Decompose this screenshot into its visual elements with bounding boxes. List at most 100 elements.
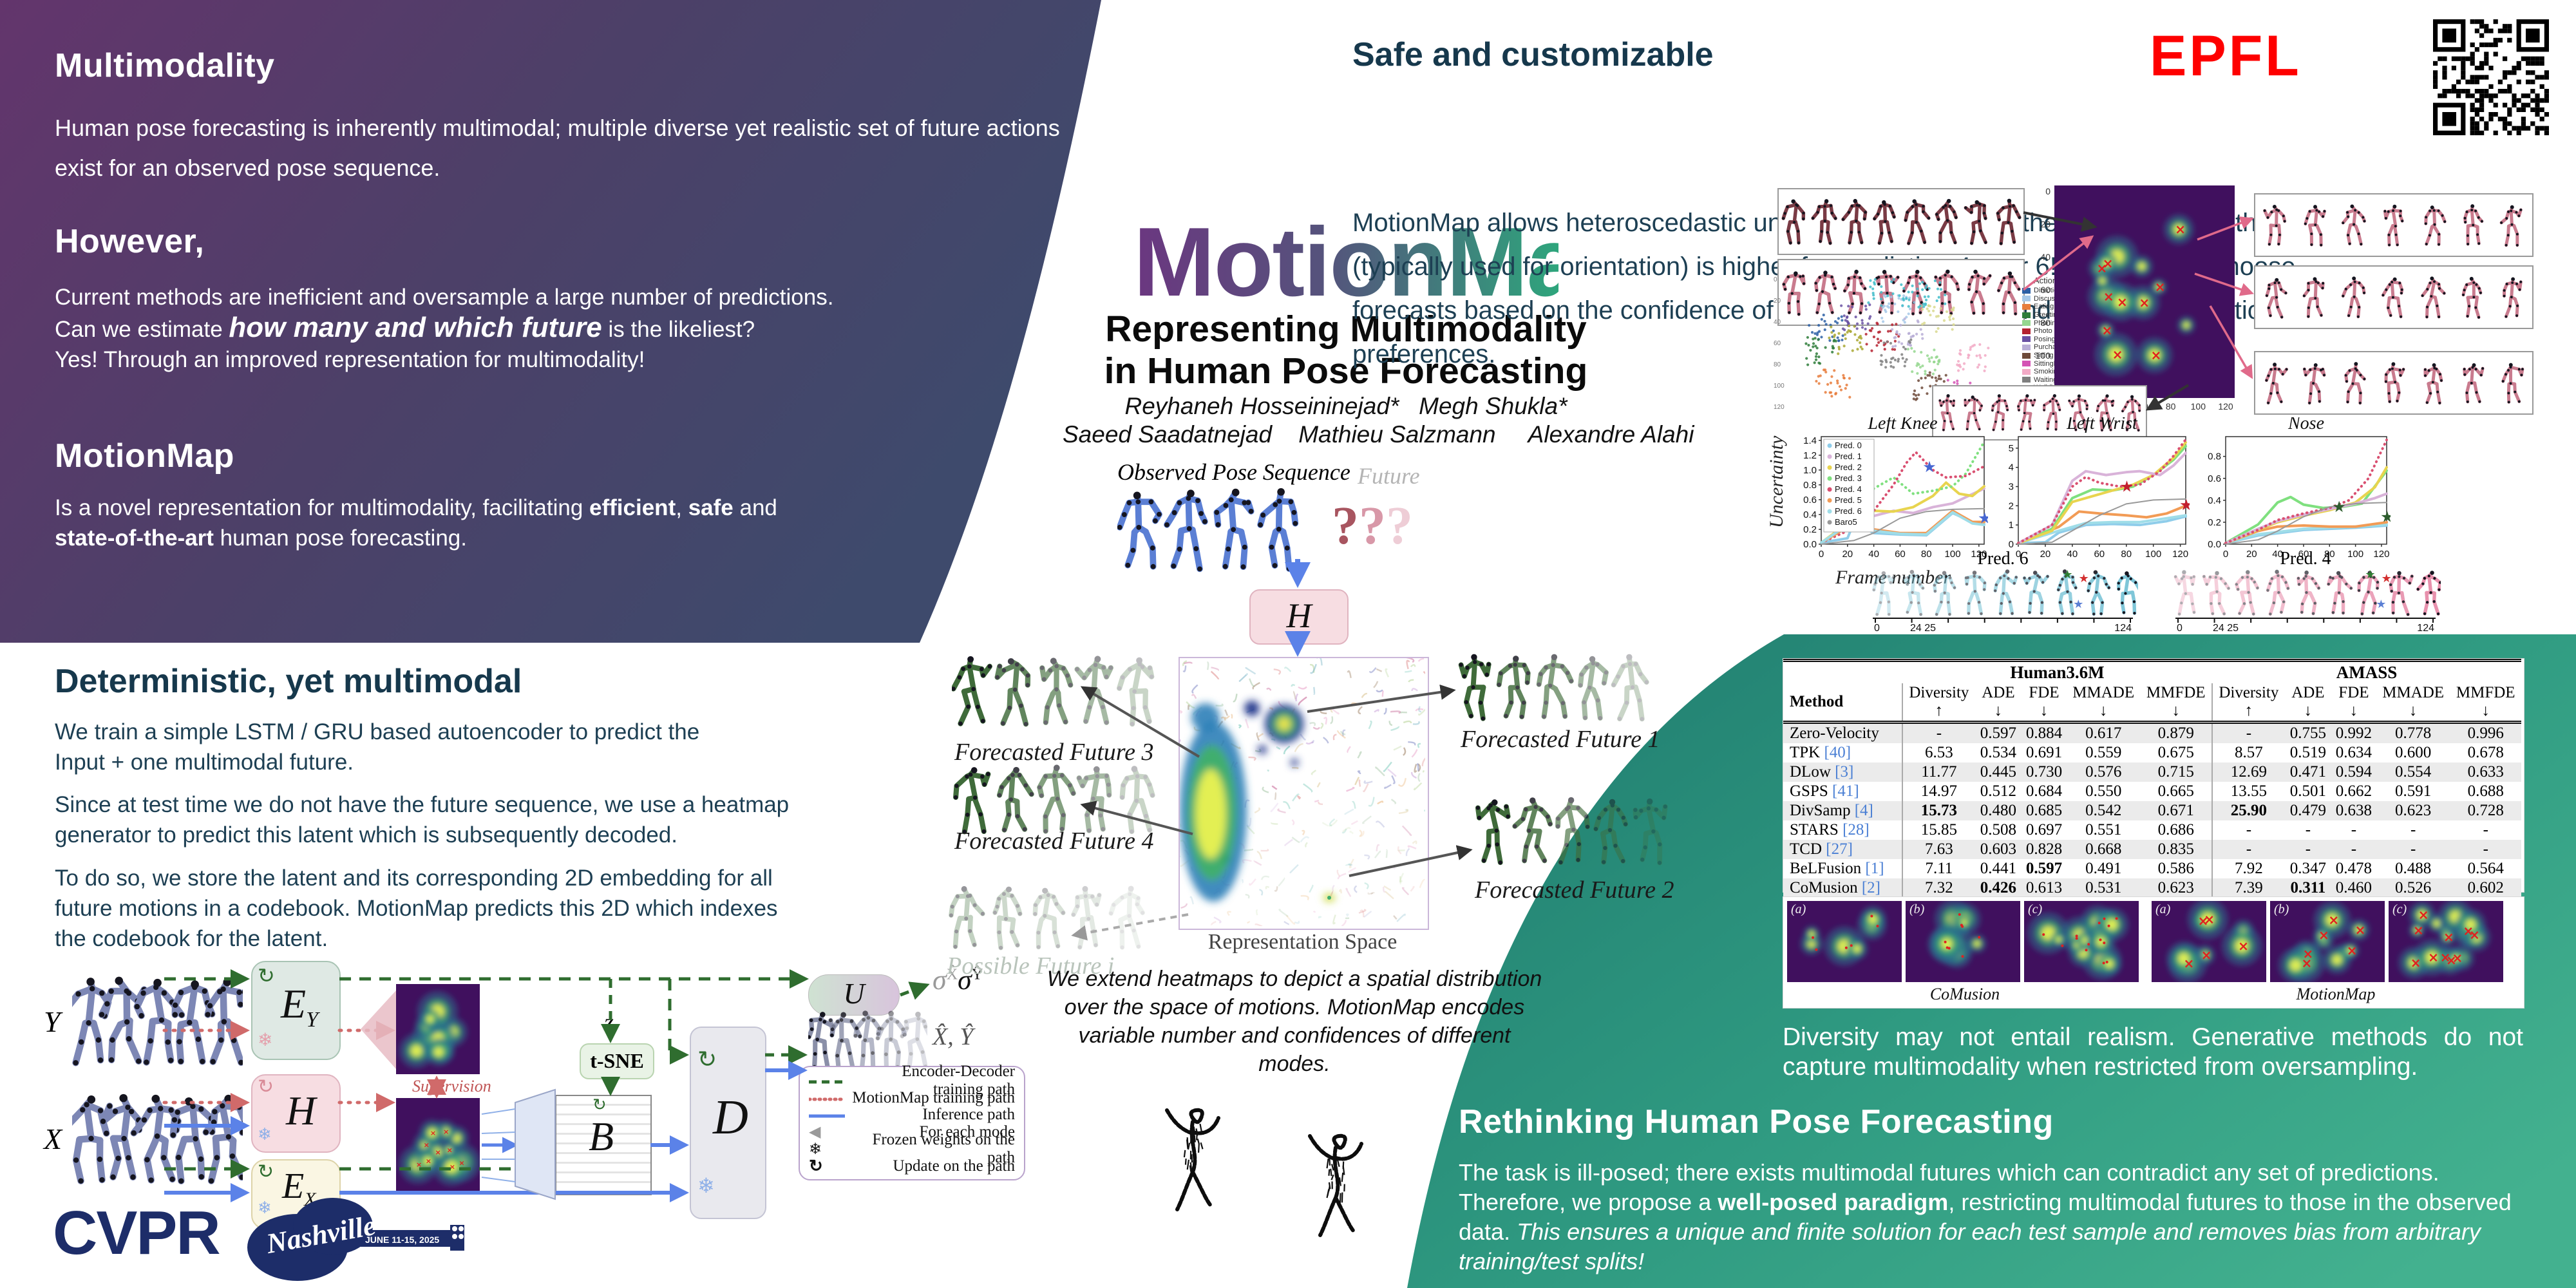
svg-text:★: ★	[2079, 572, 2089, 585]
table-row: TPK [40] 6.53 0.534 0.691 0.559 0.675 8.57 0.51…	[1783, 743, 2521, 762]
svg-text:20: 20	[1774, 298, 1781, 305]
tsne-box: t-SNE	[580, 1043, 654, 1079]
metric-value-cell: -	[2284, 840, 2331, 859]
table-metric-header: MMFDE ↓	[2146, 684, 2206, 719]
metric-value-cell: 0.441	[1980, 860, 2017, 877]
svg-text:60: 60	[2094, 549, 2105, 560]
sketch-dancer-1	[1165, 1108, 1220, 1211]
citation-ref: [4]	[1850, 802, 1873, 819]
epfl-logo: EPFL	[2150, 24, 2302, 88]
u-symbol: U	[843, 977, 865, 1010]
svg-text:×: ×	[2201, 947, 2212, 963]
table-metric-header: MMFDE ↓	[2456, 684, 2515, 719]
metric-value-cell: 0.778	[2376, 722, 2450, 743]
codebook-box: ↻ B	[555, 1095, 652, 1195]
svg-text:×: ×	[2103, 289, 2114, 305]
svg-text:1: 1	[2009, 520, 2014, 531]
metric-value-cell: 0.445	[1975, 762, 2022, 782]
forecast-4-strip	[952, 763, 1158, 835]
metric-value-cell: 0.623	[2376, 801, 2450, 820]
deterministic-p1: We train a simple LSTM / GRU based autoe…	[55, 719, 700, 775]
table-metric-header: Diversity ↑	[1902, 683, 1975, 723]
svg-text:80: 80	[2040, 317, 2050, 328]
table-metric-header: ADE ↓	[1982, 684, 2015, 719]
forecast-1-strip	[1457, 652, 1650, 723]
metric-value-cell: 0.311	[2284, 878, 2331, 900]
svg-text:×: ×	[2355, 922, 2366, 938]
diagram-legend: Encoder-Decoder training path MotionMap t…	[799, 1063, 1025, 1180]
svg-text:120: 120	[1971, 549, 1987, 560]
motionmap-caption: MotionMap	[2296, 985, 2376, 1003]
method-cell: Zero-Velocity	[1783, 722, 1902, 743]
svg-text:×: ×	[2184, 956, 2195, 971]
uncertainty-box: U	[808, 974, 900, 1016]
metric-value-cell: 15.73	[1902, 801, 1975, 820]
representation-space-content	[1171, 656, 1430, 927]
tsne-legend-item: Phoning	[2022, 319, 2145, 327]
legend-item: ◀ For each mode	[809, 1123, 1015, 1141]
svg-text:×: ×	[2469, 927, 2480, 943]
svg-text:×: ×	[2347, 943, 2358, 958]
svg-text:0: 0	[1774, 276, 1777, 283]
table-metric-header: ADE ↓	[2291, 684, 2325, 719]
plot-left-wrist: Left Wrist 0 1 2 3 4 5 0 20 40 60 80 100 120 ★ ★	[2009, 417, 2190, 560]
svg-text:120: 120	[2218, 401, 2233, 412]
legend-symbol-snow: ❄	[809, 1141, 822, 1158]
action-color-chip	[2022, 344, 2031, 350]
update-icon: ↻	[697, 1046, 717, 1072]
legend-symbol-dot-red	[807, 1089, 850, 1107]
action-color-chip	[2022, 328, 2031, 334]
svg-text:×: ×	[2102, 323, 2113, 338]
metric-value-cell: 0.508	[1980, 821, 2017, 838]
svg-text:×: ×	[2155, 279, 2166, 295]
svg-text:Pred. 2: Pred. 2	[1835, 462, 1862, 472]
svg-text:80: 80	[1921, 549, 1932, 560]
metric-value-cell: 12.69	[2211, 762, 2285, 782]
results-table-card: Human3.6M AMASS Method Diversity ↑ ADE ↓ FDE …	[1783, 658, 2524, 931]
metric-value-cell: 7.32	[1902, 878, 1975, 900]
forecast-3-strip	[951, 654, 1158, 728]
table-row: DivSamp [4] 15.73 0.480 0.685 0.542 0.671 25.9…	[1783, 801, 2521, 820]
svg-text:20: 20	[2246, 549, 2257, 560]
metric-value-cell: 0.697	[2025, 821, 2063, 838]
svg-text:×: ×	[435, 1148, 441, 1157]
metric-value-cell: 0.531	[2066, 878, 2141, 900]
metric-value-cell: 8.57	[2211, 743, 2285, 762]
legend-item: ↻ Update on the path	[809, 1157, 1015, 1175]
metric-value-cell: 0.460	[2331, 878, 2376, 900]
pred4-strip: 0 24 25 124 ★ ★ ★	[2174, 568, 2441, 632]
svg-text:Pred. 5: Pred. 5	[1835, 495, 1862, 505]
tsne-legend-item: Eating	[2022, 303, 2145, 311]
pose-sequence-y	[62, 971, 248, 1071]
section-heading-multimodality: Multimodality	[55, 47, 275, 84]
svg-text:60: 60	[2040, 285, 2050, 295]
h-symbol: H	[1286, 596, 1312, 635]
motionmap-heatmap-large: ××××××××××002020404060608080100100120120	[2036, 185, 2235, 412]
metric-value-cell: -	[2211, 820, 2285, 840]
metric-value-cell: 0.564	[2467, 860, 2504, 877]
svg-text:★: ★	[2365, 568, 2375, 582]
heatmap-generator-box: ↻ ❄ H	[251, 1074, 341, 1153]
cvpr-logo: CVPR Nashville JUNE 11-15, 2025	[53, 1193, 464, 1283]
section-heading-safe: Safe and customizable	[1352, 36, 1714, 73]
svg-text:80: 80	[2121, 549, 2132, 560]
heatmap-panel: × × × × × (a)	[2152, 898, 2266, 983]
heatmap-panel: (a)	[1787, 901, 1902, 982]
svg-text:×: ×	[424, 1141, 430, 1150]
svg-text:24 25: 24 25	[2213, 623, 2239, 632]
citation-ref: [40]	[1820, 744, 1852, 761]
metric-value-cell: 0.594	[2331, 762, 2376, 782]
metric-value-cell: 0.992	[2331, 722, 2376, 743]
svg-text:1.2: 1.2	[1803, 450, 1817, 461]
svg-text:40: 40	[1868, 549, 1879, 560]
svg-text:Baro5: Baro5	[1835, 517, 1857, 527]
metric-value-cell: 0.828	[2022, 840, 2067, 859]
update-icon: ↻	[258, 1076, 274, 1097]
table-group-header: Human3.6M	[2010, 663, 2105, 682]
svg-text:×: ×	[2301, 955, 2312, 971]
svg-text:×: ×	[2204, 911, 2215, 927]
svg-text:0.8: 0.8	[1803, 480, 1817, 491]
table-metric-header: FDE ↓	[2338, 684, 2369, 719]
future-question-marks: ???	[1332, 496, 1413, 556]
